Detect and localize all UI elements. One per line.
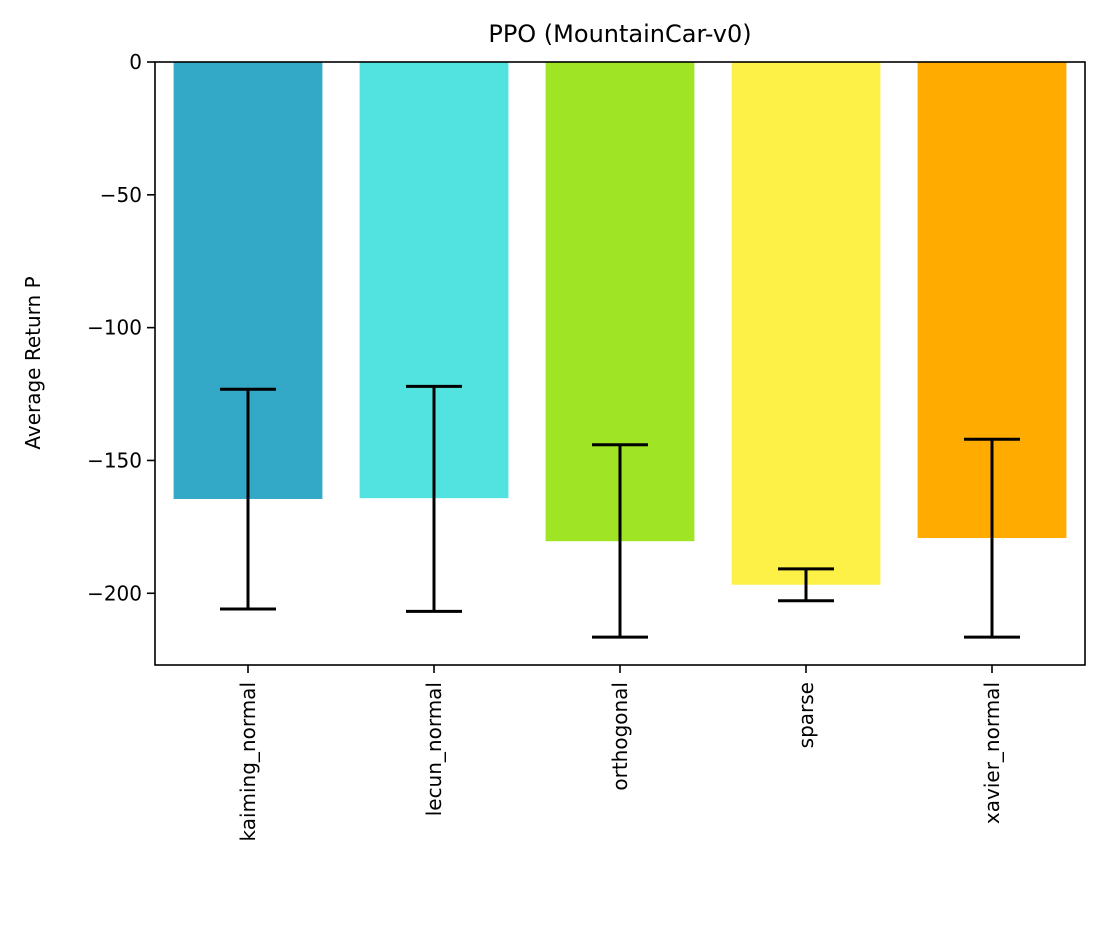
chart-title: PPO (MountainCar-v0): [488, 20, 751, 48]
x-axis: kaiming_normal lecun_normal orthogonal spar…: [236, 665, 1004, 842]
y-tick-label: −200: [87, 581, 142, 605]
x-tick-label: xavier_normal: [980, 682, 1004, 824]
x-tick-label: sparse: [794, 682, 818, 748]
x-tick-label: orthogonal: [608, 682, 632, 791]
error-bars-layer: [220, 384, 1020, 639]
y-tick-label: −100: [87, 316, 142, 340]
y-axis-label: Average Return P: [21, 276, 45, 449]
y-tick-label: −50: [100, 183, 142, 207]
x-tick-label: kaiming_normal: [236, 682, 260, 842]
y-tick-label: −150: [87, 448, 142, 472]
bar-sparse: [731, 62, 881, 585]
y-axis: 0 −50 −100 −150 −200: [87, 50, 155, 605]
x-tick-label: lecun_normal: [422, 682, 446, 816]
y-tick-label: 0: [129, 50, 142, 74]
